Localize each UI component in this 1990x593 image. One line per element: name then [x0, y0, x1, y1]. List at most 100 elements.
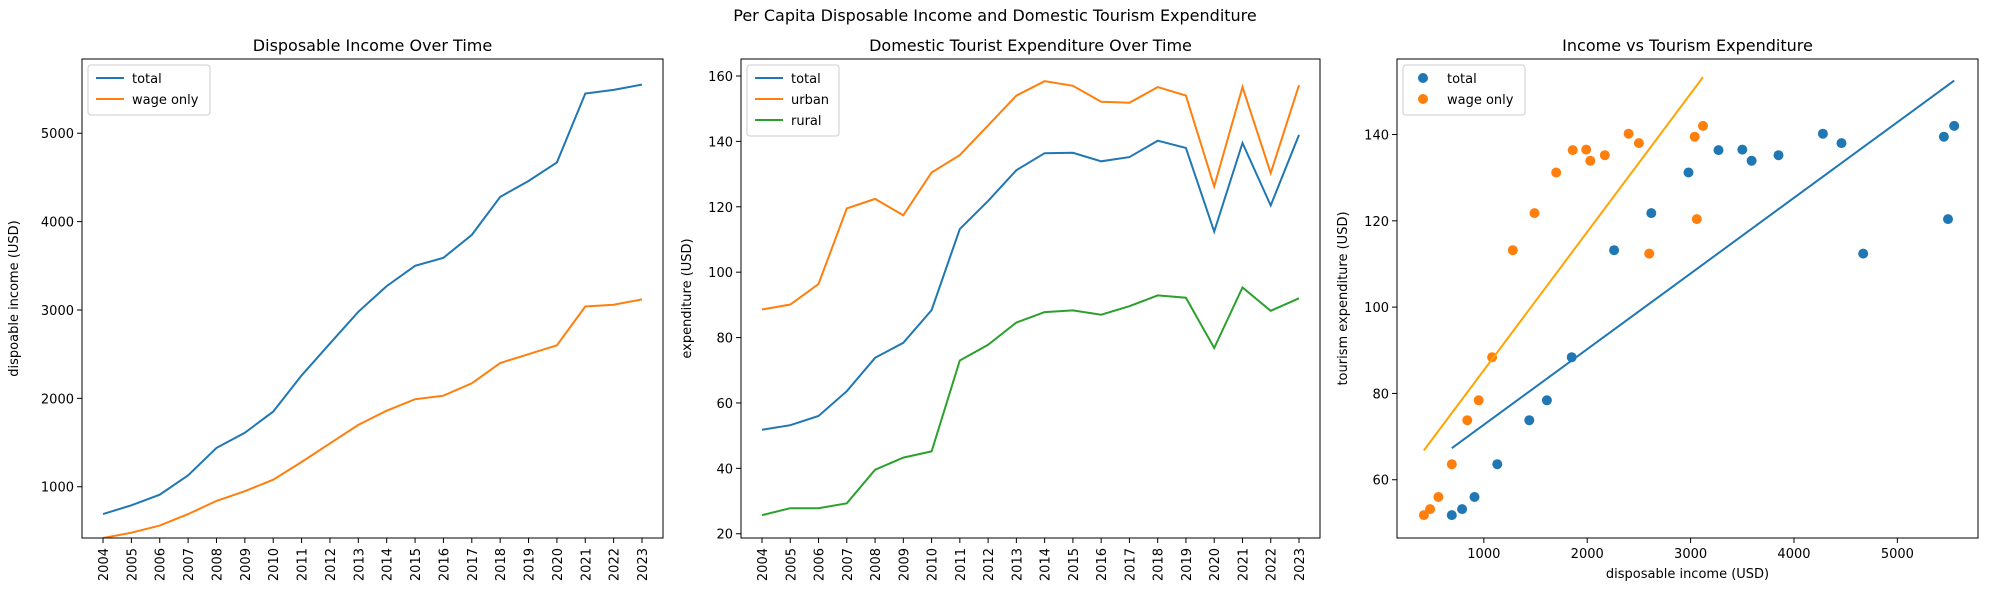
- y-tick-label: 160: [708, 70, 733, 85]
- series-wage-only-point: [1473, 395, 1484, 406]
- series-total-line: [102, 83, 643, 516]
- x-tick-label: 3000: [1674, 547, 1707, 562]
- chart-title: Disposable Income Over Time: [253, 36, 492, 55]
- x-tick-label: 2022: [1265, 548, 1280, 581]
- series-wage-only-point: [1418, 510, 1429, 521]
- series-total-point: [1646, 208, 1657, 219]
- x-tick-label: 2014: [1039, 548, 1054, 581]
- series-total-line: [761, 134, 1300, 431]
- series-wage-only-point: [1462, 415, 1473, 426]
- x-tick-label: 2008: [210, 548, 225, 581]
- legend-label: total: [1447, 72, 1477, 87]
- x-tick-label: 2005: [784, 548, 799, 581]
- x-tick-label: 2016: [1095, 548, 1110, 581]
- legend-box: [746, 64, 840, 137]
- x-tick-label: 2021: [1236, 548, 1251, 581]
- series-wage-only-point: [1691, 214, 1702, 225]
- series-wage-only-line: [102, 298, 643, 538]
- series-wage-only-point: [1585, 155, 1596, 166]
- series-wage-only-point: [1433, 492, 1444, 502]
- x-tick-label: 2004: [97, 548, 112, 581]
- x-tick-label: 2006: [154, 548, 169, 581]
- y-tick-label: 120: [1364, 215, 1389, 230]
- legend-label: total: [132, 72, 162, 87]
- x-tick-label: 2020: [551, 548, 566, 581]
- y-tick-label: 20: [716, 528, 733, 543]
- legend-box: [1402, 64, 1526, 116]
- series-wage-only-fit-line: [1423, 76, 1704, 451]
- x-tick-label: 2018: [494, 548, 509, 581]
- x-tick-label: 2009: [239, 548, 254, 581]
- y-tick-label: 100: [1364, 301, 1389, 316]
- legend-label: urban: [791, 93, 829, 108]
- x-tick-label: 2013: [1010, 548, 1025, 581]
- y-axis-label: dispoable income (USD): [7, 220, 22, 376]
- series-total-point: [1457, 504, 1468, 515]
- series-total-fit-line: [1451, 79, 1955, 450]
- x-tick-label: 2006: [813, 548, 828, 581]
- series-total-point: [1746, 155, 1757, 166]
- series-total-point: [1737, 144, 1748, 155]
- series-wage-only-point: [1567, 145, 1578, 156]
- series-total-point: [1469, 492, 1480, 502]
- y-tick-label: 60: [716, 397, 733, 412]
- x-tick-label: 4000: [1777, 547, 1810, 562]
- series-wage-only-point: [1529, 208, 1540, 219]
- series-rural-line: [761, 285, 1300, 517]
- x-tick-label: 2023: [1293, 548, 1308, 581]
- chart-panel-2: Domestic Tourist Expenditure Over Time 20…: [680, 36, 1321, 581]
- x-tick-label: 2005: [125, 548, 140, 581]
- y-tick-label: 120: [708, 201, 733, 216]
- x-tick-label: 2019: [523, 548, 538, 581]
- legend-label: rural: [791, 114, 822, 129]
- series-total-point: [1683, 167, 1694, 178]
- x-tick-label: 2010: [926, 548, 941, 581]
- plot-area: [1418, 76, 1960, 521]
- y-tick-label: 3000: [41, 304, 74, 319]
- x-tick-label: 2009: [897, 548, 912, 581]
- x-tick-label: 2013: [352, 548, 367, 581]
- series-wage-only-point: [1425, 504, 1436, 515]
- series-total-point: [1609, 245, 1620, 256]
- legend: total urban rural: [746, 64, 840, 137]
- y-tick-label: 140: [1364, 129, 1389, 144]
- y-tick-label: 1000: [41, 481, 74, 496]
- chart-title: Income vs Tourism Expenditure: [1562, 36, 1813, 55]
- x-tick-label: 2012: [982, 548, 997, 581]
- series-wage-only-point: [1633, 138, 1644, 149]
- y-tick-label: 2000: [41, 392, 74, 407]
- x-tick-label: 2010: [267, 548, 282, 581]
- x-tick-label: 2015: [1067, 548, 1082, 581]
- legend-swatch: [1418, 73, 1428, 83]
- x-tick-label: 2023: [636, 548, 651, 581]
- x-tick-label: 2021: [579, 548, 594, 581]
- series-total-point: [1938, 131, 1949, 142]
- axes-frame: [740, 58, 1321, 539]
- chart-title: Domestic Tourist Expenditure Over Time: [869, 36, 1192, 55]
- legend-swatch: [1418, 94, 1428, 104]
- x-tick-label: 2014: [381, 548, 396, 581]
- series-total-point: [1524, 415, 1535, 426]
- legend: total wage only: [87, 64, 211, 116]
- series-total-point: [1773, 150, 1784, 161]
- axes-frame: [81, 58, 664, 539]
- series-total-point: [1858, 248, 1869, 259]
- legend-label: wage only: [132, 93, 199, 108]
- series-wage-only-point: [1623, 128, 1634, 139]
- x-tick-label: 2016: [437, 548, 452, 581]
- figure-title: Per Capita Disposable Income and Domesti…: [733, 6, 1257, 25]
- y-tick-label: 100: [708, 266, 733, 281]
- series-total-point: [1446, 510, 1457, 521]
- series-wage-only-point: [1689, 131, 1700, 142]
- plot-area: [102, 83, 643, 538]
- plot-area: [761, 80, 1300, 517]
- series-total-point: [1541, 395, 1552, 406]
- chart-panel-3: Income vs Tourism Expenditure 60 80 100 120 1…: [1336, 36, 1979, 582]
- x-tick-label: 2017: [1123, 548, 1138, 581]
- x-tick-label: 2017: [466, 548, 481, 581]
- x-tick-label: 2022: [608, 548, 623, 581]
- y-tick-label: 140: [708, 135, 733, 150]
- x-tick-label: 2004: [756, 548, 771, 581]
- series-total-point: [1949, 120, 1960, 131]
